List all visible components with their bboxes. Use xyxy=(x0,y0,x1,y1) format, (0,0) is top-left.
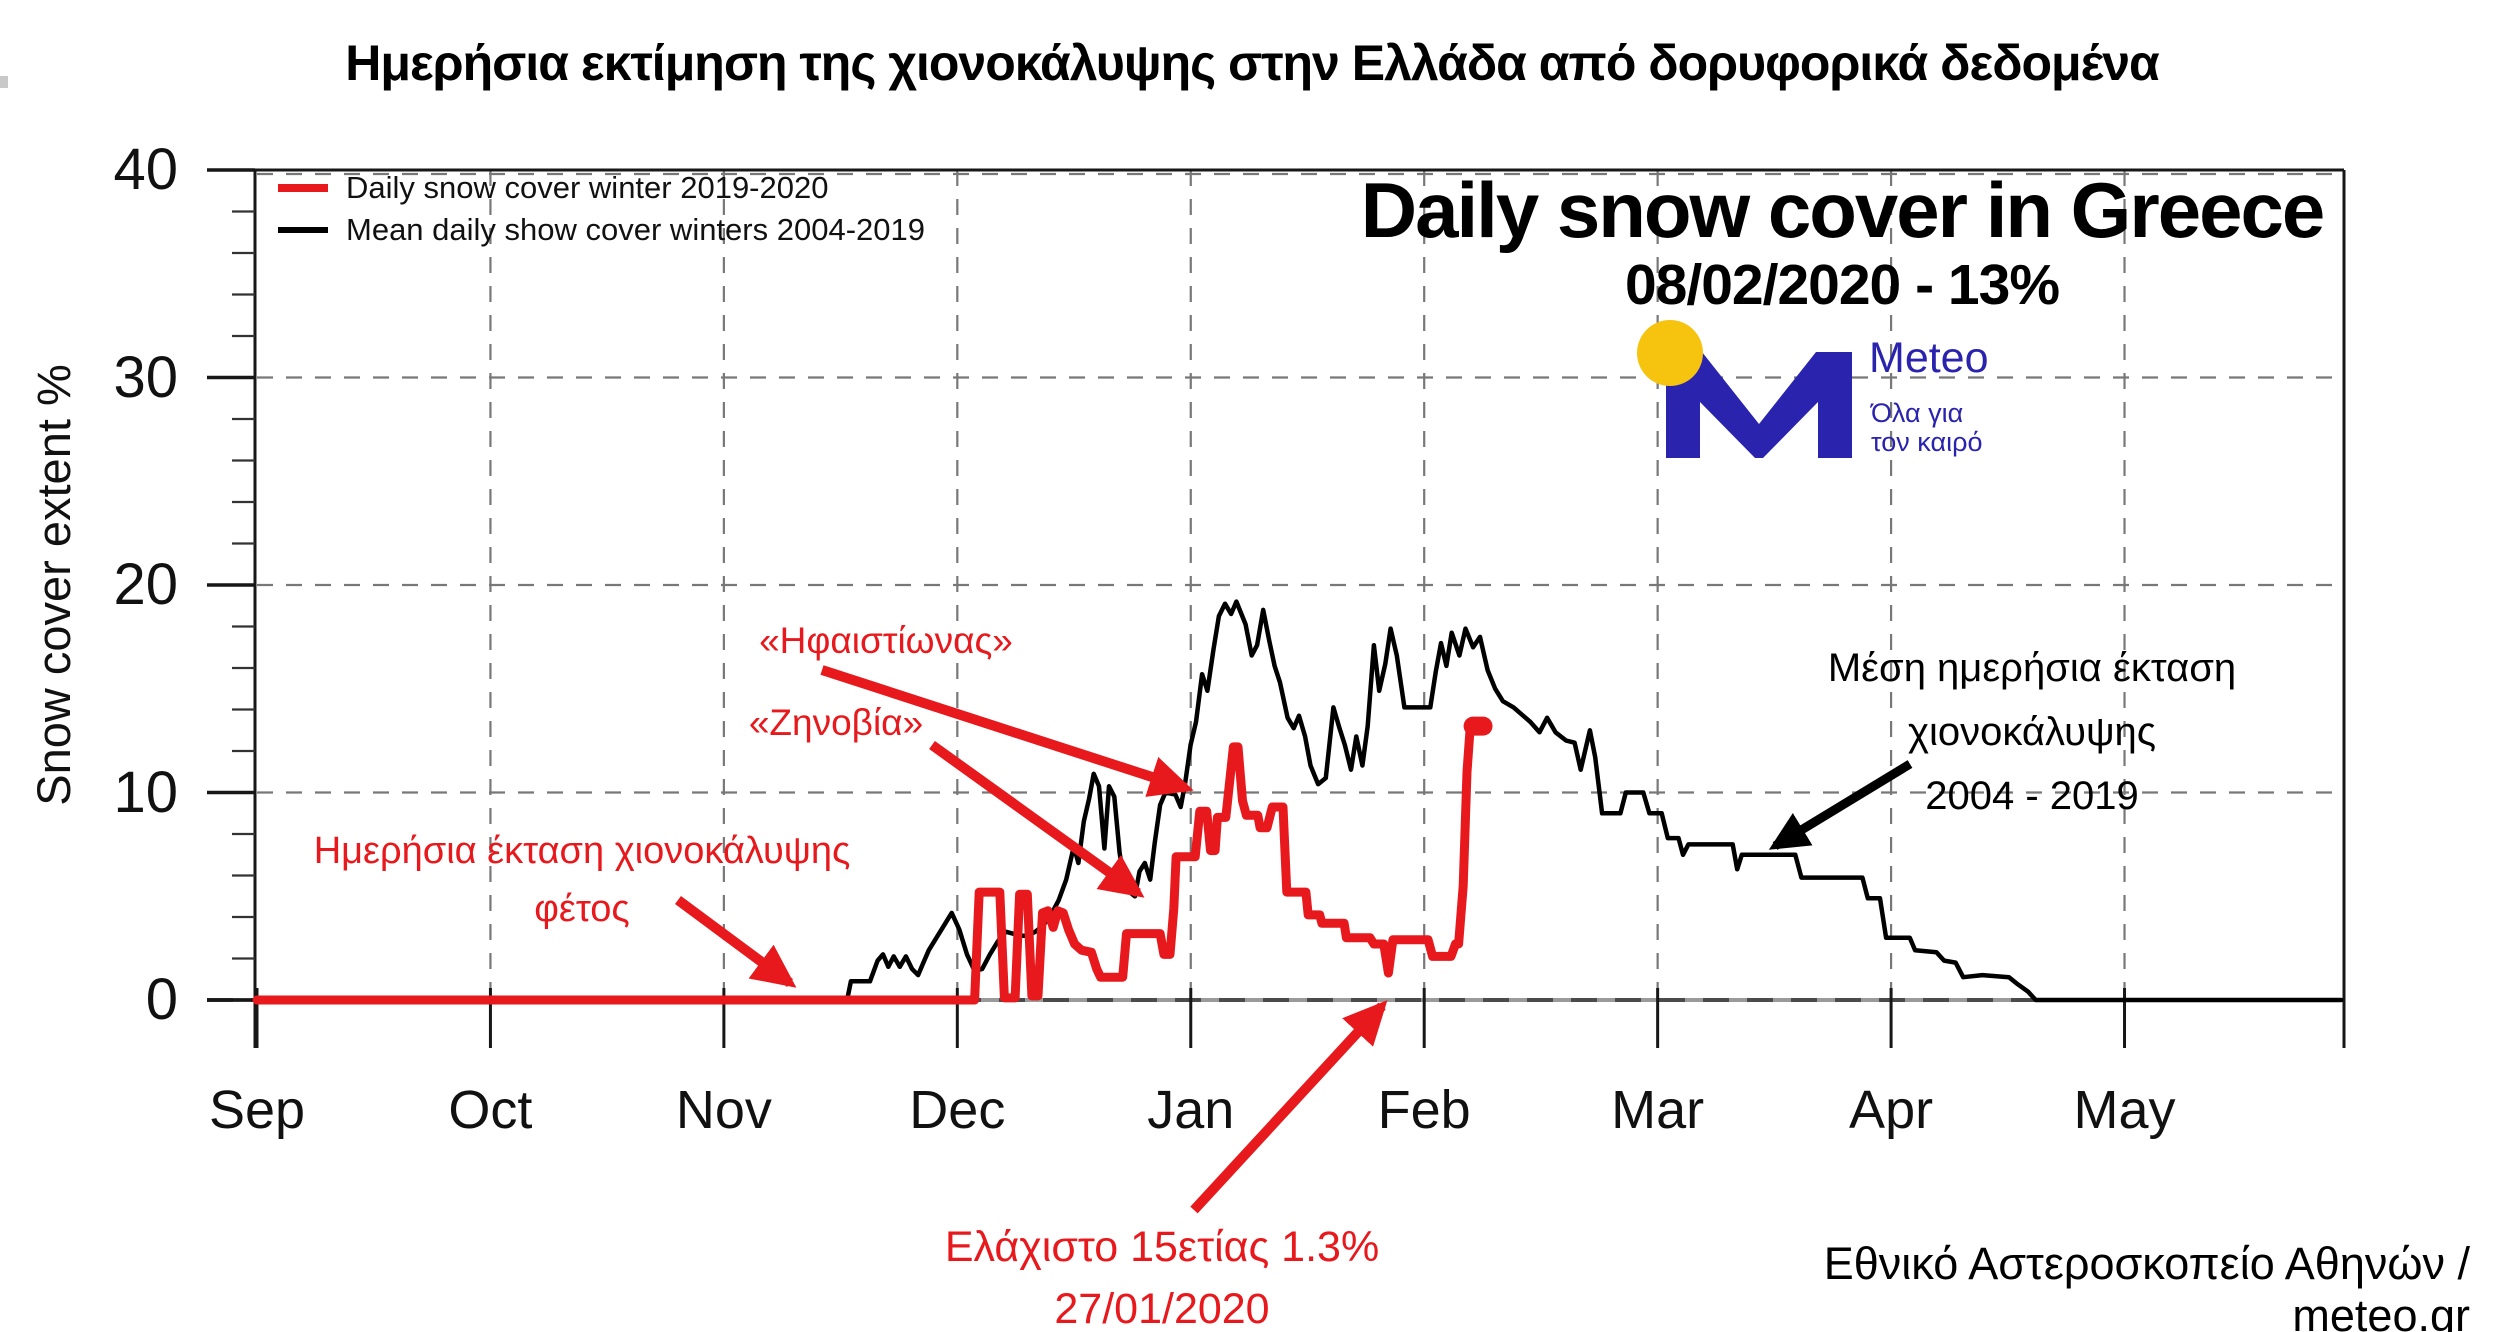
x-tick-label-Mar: Mar xyxy=(1611,1080,1705,1140)
legend-label: Mean daily show cover winters 2004-2019 xyxy=(346,212,925,247)
x-tick-label-Feb: Feb xyxy=(1377,1080,1471,1140)
legend-swatch-red-line xyxy=(278,184,328,192)
legend-item-2019-2020: Daily snow cover winter 2019-2020 xyxy=(278,167,925,209)
annotation-storm-hephaestion: «Ηφαιστίωνας» xyxy=(759,620,1013,661)
x-tick-label-May: May xyxy=(2073,1080,2176,1140)
edge-artifact xyxy=(0,76,8,88)
y-tick-label-20: 20 xyxy=(113,552,178,617)
meteo-logo-tagline: Όλα για τον καιρό xyxy=(1871,399,1982,457)
annotation-storm-zenobia: «Ζηνοβία» xyxy=(748,702,924,743)
meteo-logo-sun-icon xyxy=(1637,320,1703,386)
annotation-min-line1: Ελάχιστο 15ετίας 1.3% xyxy=(944,1223,1380,1271)
arrow-this-year xyxy=(675,895,797,988)
legend-swatch-black-line xyxy=(278,227,328,233)
annotation-mean-line1: Μέση ημερήσια έκταση xyxy=(1827,646,2237,690)
arrow-storm-zenobia xyxy=(929,740,1145,898)
meteo-tagline-line2: τον καιρό xyxy=(1871,427,1983,457)
page-title: Ημερήσια εκτίμηση της χιονοκάλυψης στην … xyxy=(345,35,2160,91)
annotation-this-year-line1: Ημερήσια έκταση χιονοκάλυψης xyxy=(313,830,851,872)
chart-header: Daily snow cover in Greece 08/02/2020 - … xyxy=(1282,168,2402,316)
annotation-this-year-line2: φέτος xyxy=(534,888,630,930)
annotation-mean-line3: 2004 - 2019 xyxy=(1925,774,2139,818)
x-tick-label-Jan: Jan xyxy=(1147,1080,1235,1140)
x-tick-label-Apr: Apr xyxy=(1849,1080,1934,1140)
series-winter-2019-2020 xyxy=(252,721,1488,1005)
y-tick-label-40: 40 xyxy=(113,137,178,202)
y-tick-label-0: 0 xyxy=(145,967,178,1032)
annotation-mean-line2: χιονοκάλυψης xyxy=(1908,710,2156,754)
chart-legend: Daily snow cover winter 2019-2020 Mean d… xyxy=(278,167,925,251)
meteo-logo-m-icon xyxy=(1666,352,1852,458)
credit-text: Εθνικό Αστεροσκοπείο Αθηνών / meteo.gr xyxy=(1823,1238,2470,1332)
annotation-this-year: Ημερήσια έκταση χιονοκάλυψης φέτος xyxy=(282,822,882,938)
annotation-15yr-minimum: Ελάχιστο 15ετίας 1.3% 27/01/2020 xyxy=(912,1216,1412,1332)
meteo-tagline-line1: Όλα για xyxy=(1871,398,1964,428)
legend-label: Daily snow cover winter 2019-2020 xyxy=(346,170,829,205)
meteo-logo-brand-text: Meteo xyxy=(1869,334,1989,382)
x-tick-label-Oct: Oct xyxy=(448,1080,533,1140)
arrow-minimum xyxy=(1190,1000,1388,1214)
chart-title: Daily snow cover in Greece xyxy=(1360,166,2325,254)
arrow-storm-hephaestion xyxy=(820,665,1194,797)
series-mean-2004-2019 xyxy=(254,599,2344,1003)
annotation-min-line2: 27/01/2020 xyxy=(1054,1285,1270,1332)
y-tick-label-10: 10 xyxy=(113,759,178,825)
arrow-mean-line xyxy=(1768,760,1913,850)
y-tick-label-30: 30 xyxy=(113,344,178,410)
x-tick-label-Sep: Sep xyxy=(208,1080,306,1140)
x-tick-label-Nov: Nov xyxy=(675,1080,772,1140)
annotation-mean-extent: Μέση ημερήσια έκταση χιονοκάλυψης 2004 -… xyxy=(1782,636,2282,828)
chart-date-value: 08/02/2020 - 13% xyxy=(1624,253,2060,317)
legend-item-mean-2004-2019: Mean daily show cover winters 2004-2019 xyxy=(278,209,925,251)
x-tick-label-Dec: Dec xyxy=(909,1080,1006,1140)
